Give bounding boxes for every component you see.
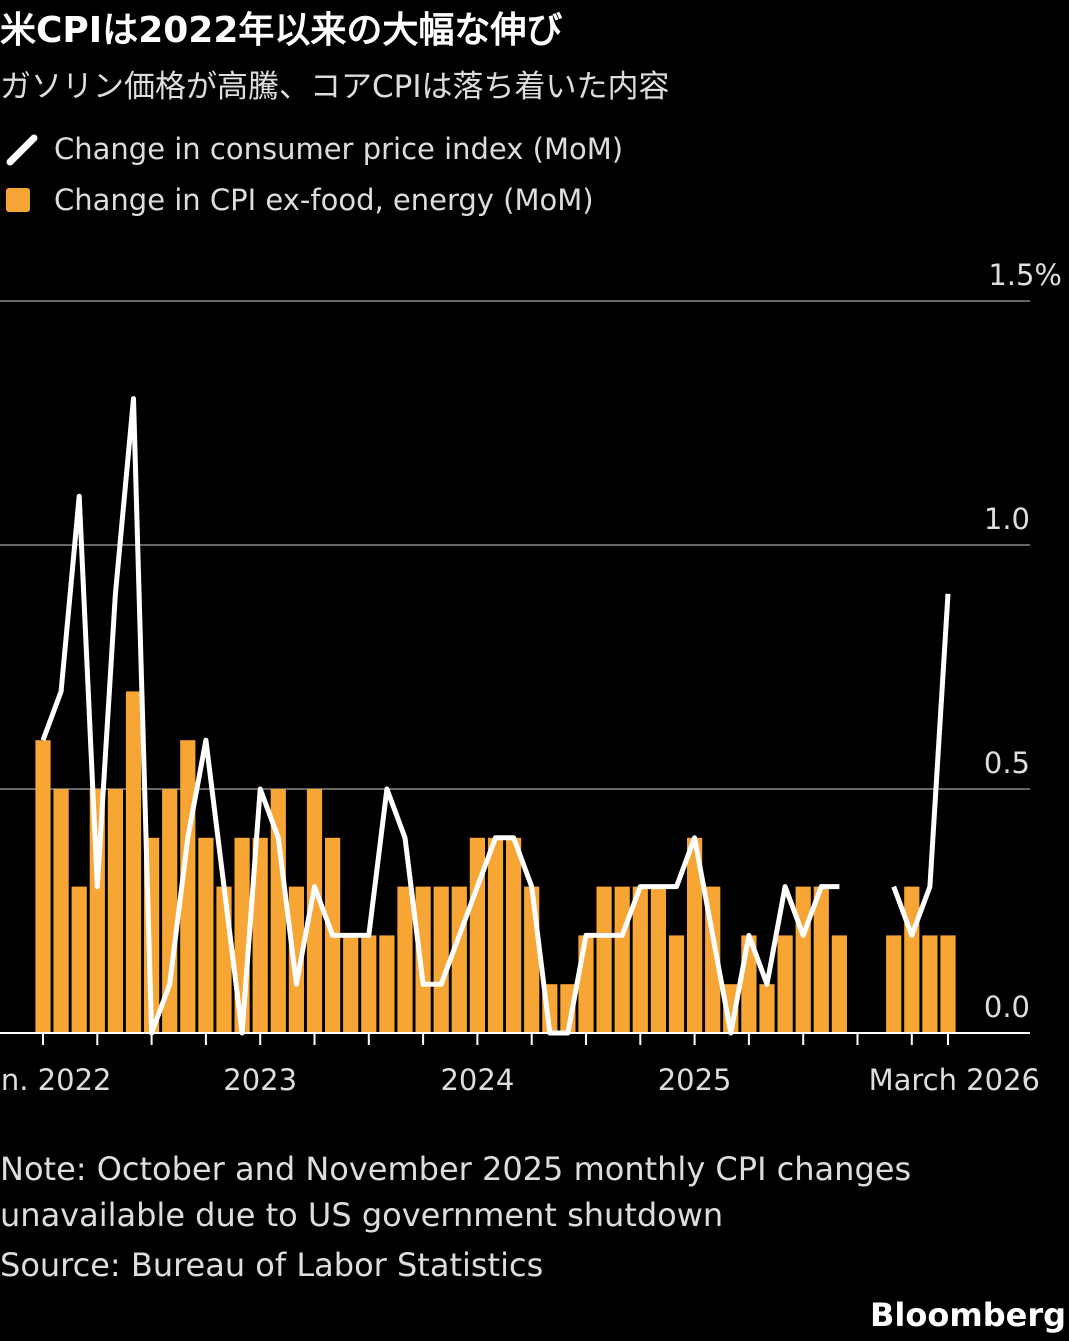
plot-area: 0.0 0.5 1.0 1.5% Jan. 2022 2023 2024 2025 March … (0, 258, 1062, 1097)
bar (759, 984, 775, 1033)
bar (578, 935, 594, 1033)
x-tick-label: 2025 (658, 1063, 732, 1097)
note-line: unavailable due to US government shutdow… (0, 1196, 723, 1234)
bar (415, 886, 431, 1033)
bar (379, 935, 395, 1033)
line (40, 396, 951, 1036)
chart-title: 米CPIは2022年以来の大幅な伸び (0, 10, 562, 51)
bar (922, 935, 938, 1033)
bar (940, 935, 956, 1033)
bar (198, 837, 214, 1033)
chart-subtitle: ガソリン価格が高騰、コアCPIは落ち着いた内容 (0, 69, 669, 105)
x-tick-label: March 2026 (869, 1063, 1040, 1097)
legend-label: Change in CPI ex-food, energy (MoM) (54, 183, 594, 217)
bar (451, 886, 467, 1033)
bar (216, 886, 232, 1033)
y-tick-label: 1.5% (988, 258, 1062, 292)
bar (487, 837, 504, 1033)
y-tick-label: 0.5 (984, 746, 1030, 780)
bar (505, 837, 522, 1033)
bar (886, 935, 902, 1033)
source: Source: Bureau of Labor Statistics (0, 1246, 543, 1284)
bar (686, 837, 703, 1033)
bar (632, 886, 648, 1033)
y-tick-label: 1.0 (984, 502, 1030, 536)
bar (361, 935, 377, 1033)
bar (469, 837, 486, 1033)
bar (813, 886, 829, 1033)
legend-bar-swatch (6, 188, 30, 212)
note-line: Note: October and November 2025 monthly … (0, 1150, 911, 1188)
bar (343, 935, 359, 1033)
bar (524, 886, 540, 1033)
bar (71, 886, 87, 1033)
bar (650, 886, 667, 1033)
x-tick-label: Jan. 2022 (0, 1063, 111, 1097)
bar (252, 837, 268, 1033)
bar (668, 935, 685, 1033)
bar (614, 886, 630, 1033)
bar (795, 886, 811, 1033)
bar (306, 789, 323, 1033)
legend-line-swatch (6, 134, 38, 166)
logo: Bloomberg (870, 1296, 1066, 1334)
bar (777, 935, 793, 1033)
bar (433, 886, 449, 1033)
bar (397, 886, 413, 1033)
bar (107, 789, 124, 1033)
bar (831, 935, 848, 1033)
bar (596, 886, 612, 1033)
bar (125, 691, 142, 1033)
bar (35, 740, 51, 1033)
bar (904, 886, 920, 1033)
x-tick-label: 2023 (223, 1063, 297, 1097)
bar (288, 886, 305, 1033)
bar (53, 789, 69, 1033)
x-tick-label: 2024 (440, 1063, 514, 1097)
y-tick-label: 0.0 (984, 990, 1030, 1024)
legend-label: Change in consumer price index (MoM) (54, 132, 623, 166)
